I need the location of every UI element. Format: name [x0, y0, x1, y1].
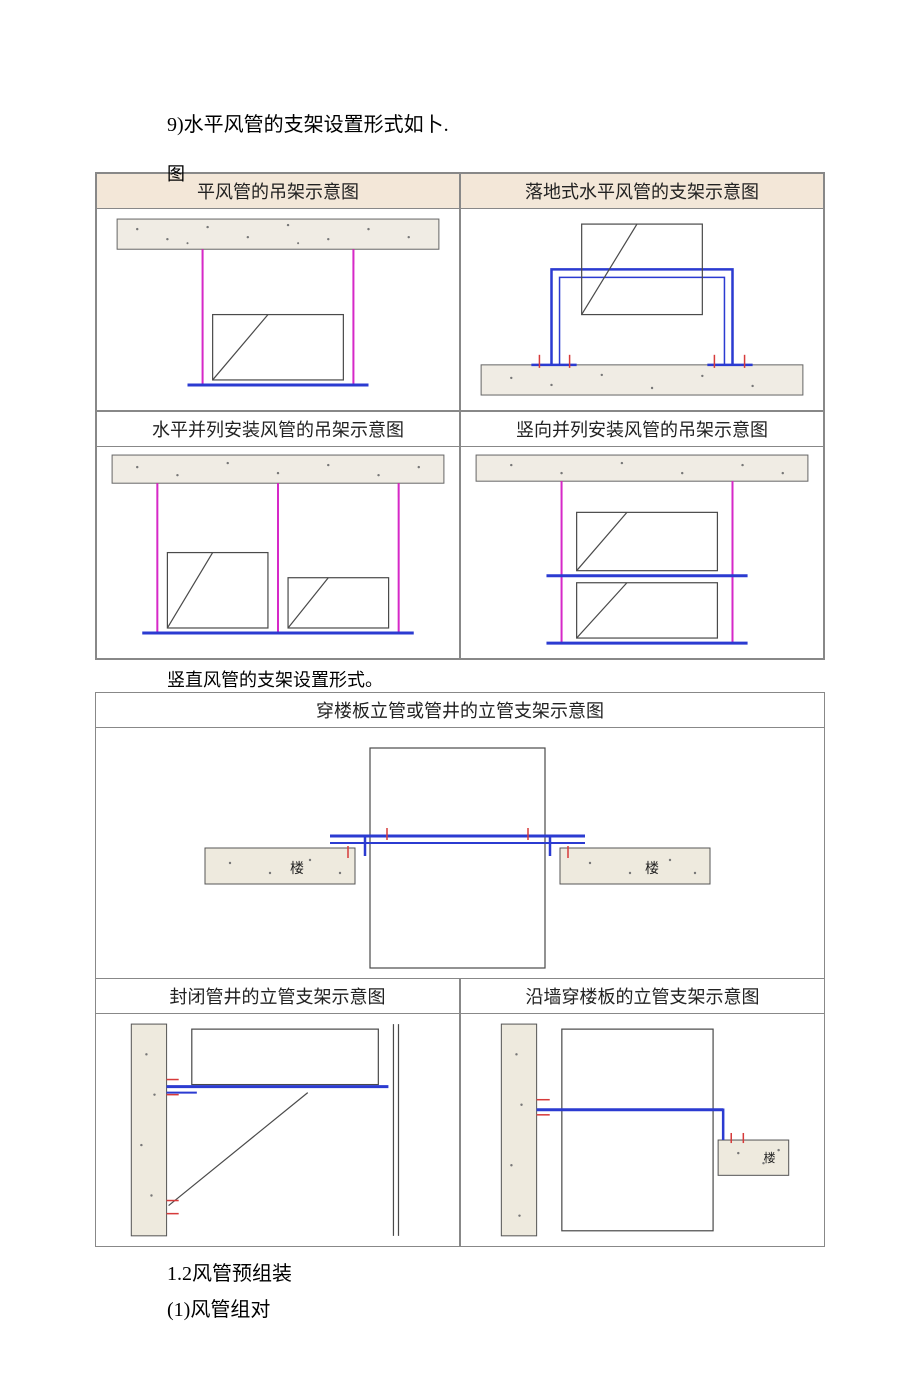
overlap-label: 图 [95, 160, 825, 186]
heading-9: 9)水平风管的支架设置形式如卜. [95, 110, 825, 140]
item-1-text: (1)风管组对 [167, 1299, 270, 1321]
diagram-floor-stand [461, 209, 823, 410]
cell-closed-shaft: 封闭管井的立管支架示意图 [96, 979, 460, 1246]
cell-header-top: 穿楼板立管或管井的立管支架示意图 [96, 693, 824, 728]
heading-9-text: 9)水平风管的支架设置形式如卜. [167, 114, 449, 136]
section-12: 1.2风管预组装 [95, 1259, 825, 1289]
heading-vertical: 竖直风管的支架设置形式。 [95, 664, 825, 692]
cell-parallel-horiz: 水平并列安装风管的吊架示意图 [96, 411, 460, 659]
cell-floor-stand: 落地式水平风管的支架示意图 [460, 173, 824, 411]
diagram-parallel-vert [461, 447, 823, 658]
cell-body-shaft [96, 1014, 459, 1246]
page-container: 9)水平风管的支架设置形式如卜. 图 平风管的吊架示意图 [0, 0, 920, 1391]
cell-header-4: 竖向并列安装风管的吊架示意图 [461, 412, 823, 447]
cell-body-1 [97, 209, 459, 410]
row-bottom-vertical: 封闭管井的立管支架示意图 [96, 979, 824, 1246]
item-1: (1)风管组对 [95, 1295, 825, 1325]
cell-header-wallfloor: 沿墙穿楼板的立管支架示意图 [461, 979, 824, 1014]
overlap-label-text: 图 [167, 164, 185, 184]
cell-body-2 [461, 209, 823, 410]
cell-header-shaft: 封闭管井的立管支架示意图 [96, 979, 459, 1014]
grid-vertical-supports: 穿楼板立管或管井的立管支架示意图 楼 楼 [95, 692, 825, 1247]
floor-label-small: 楼 [763, 1150, 775, 1165]
cell-body-wallfloor: 楼 [461, 1014, 824, 1246]
heading-vertical-text: 竖直风管的支架设置形式。 [167, 670, 383, 690]
cell-header-3: 水平并列安装风管的吊架示意图 [97, 412, 459, 447]
diagram-riser-floor: 楼 楼 [96, 728, 824, 978]
row-top-vertical: 穿楼板立管或管井的立管支架示意图 楼 楼 [96, 693, 824, 979]
cell-body-3 [97, 447, 459, 658]
floor-label-left: 楼 [290, 861, 304, 877]
diagram-hanger-single [97, 209, 459, 410]
cell-parallel-vert: 竖向并列安装风管的吊架示意图 [460, 411, 824, 659]
diagram-closed-shaft [96, 1014, 459, 1246]
diagram-wall-floor: 楼 [461, 1014, 824, 1246]
cell-body-4 [461, 447, 823, 658]
floor-label-right: 楼 [645, 861, 659, 877]
diagram-parallel-horiz [97, 447, 459, 658]
cell-body-top: 楼 楼 [96, 728, 824, 978]
grid-horizontal-supports: 平风管的吊架示意图 [95, 172, 825, 660]
section-12-text: 1.2风管预组装 [167, 1263, 292, 1285]
cell-wall-floor: 沿墙穿楼板的立管支架示意图 [460, 979, 824, 1246]
cell-hanger-single: 平风管的吊架示意图 [96, 173, 460, 411]
